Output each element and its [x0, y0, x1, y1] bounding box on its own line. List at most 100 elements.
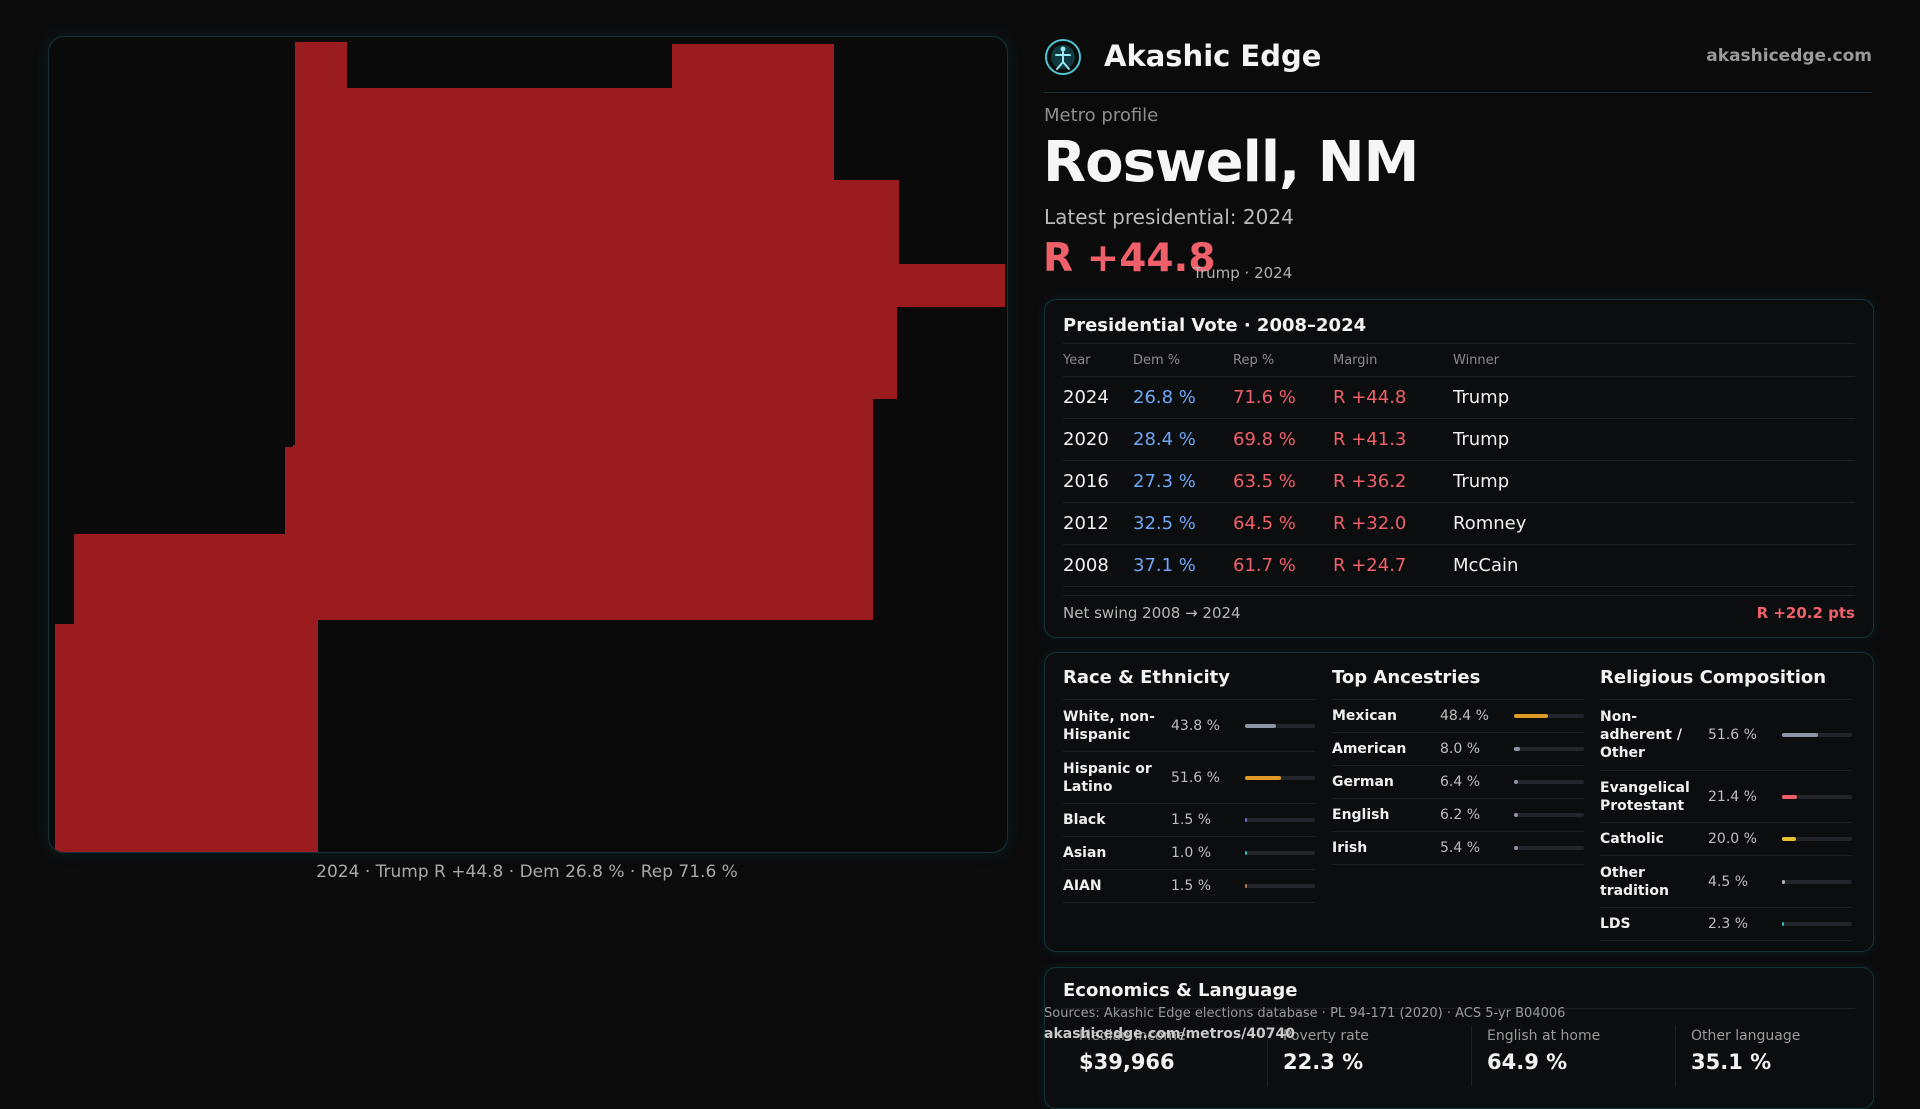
share-bar [1782, 879, 1852, 884]
share-bar-fill [1782, 879, 1786, 884]
table-row: 2008 37.1 % 61.7 % R +24.7 McCain [1063, 544, 1855, 587]
item-label: LDS [1600, 916, 1631, 932]
item-label: Black [1063, 812, 1106, 828]
share-bar-fill [1245, 884, 1248, 888]
row-dem: 27.3 % [1133, 460, 1233, 503]
divider [1471, 1026, 1472, 1086]
item-value: 51.6 % [1171, 769, 1220, 786]
other-language-stat: Other language 35.1 % [1691, 1028, 1881, 1074]
religion-title: Religious Composition [1600, 667, 1852, 700]
vote-card-title: Presidential Vote · 2008–2024 [1063, 315, 1367, 336]
stat-value: $39,966 [1079, 1050, 1175, 1074]
row-winner: McCain [1453, 544, 1855, 587]
metro-label: Metro profile [1044, 105, 1159, 126]
share-bar-fill [1782, 837, 1796, 841]
item-label: White, non-Hispanic [1063, 708, 1155, 743]
item-value: 20.0 % [1708, 831, 1757, 847]
table-row: 2020 28.4 % 69.8 % R +41.3 Trump [1063, 418, 1855, 461]
presidential-vote-card: Presidential Vote · 2008–2024 Year Dem %… [1044, 299, 1874, 638]
share-bar [1514, 714, 1584, 718]
item-label: AIAN [1063, 878, 1102, 894]
stat-label: English at home [1487, 1028, 1601, 1044]
list-item: Other tradition 4.5 % [1600, 856, 1852, 908]
header-year: Year [1063, 343, 1133, 377]
item-value: 21.4 % [1708, 788, 1757, 805]
share-bar [1245, 775, 1315, 780]
item-value: 6.4 % [1440, 774, 1481, 790]
share-bar-fill [1245, 851, 1248, 855]
list-item: Irish 5.4 % [1332, 832, 1584, 865]
row-rep: 63.5 % [1233, 460, 1333, 503]
row-margin: R +36.2 [1333, 460, 1453, 503]
divider [1675, 1026, 1676, 1086]
item-label: American [1332, 741, 1407, 757]
share-bar-fill [1245, 775, 1282, 780]
item-value: 6.2 % [1440, 807, 1481, 823]
list-item: Evangelical Protestant 21.4 % [1600, 771, 1852, 823]
county-map[interactable] [49, 37, 1007, 852]
item-value: 1.5 % [1171, 878, 1212, 894]
row-rep: 71.6 % [1233, 376, 1333, 419]
religion-column: Religious Composition Non-adherent / Oth… [1600, 667, 1852, 941]
header-winner: Winner [1453, 343, 1855, 377]
header-rep: Rep % [1233, 343, 1333, 377]
vote-table: Year Dem % Rep % Margin Winner 2024 26.8… [1063, 343, 1855, 587]
item-label: Asian [1063, 845, 1107, 861]
share-bar-fill [1514, 780, 1519, 784]
item-value: 4.5 % [1708, 873, 1749, 890]
share-bar [1245, 818, 1315, 822]
divider [1063, 1008, 1855, 1009]
county-map-panel[interactable] [48, 36, 1008, 853]
table-row: 2016 27.3 % 63.5 % R +36.2 Trump [1063, 460, 1855, 503]
item-label: Hispanic or Latino [1063, 760, 1152, 795]
item-label: German [1332, 774, 1394, 790]
stat-value: 22.3 % [1283, 1050, 1364, 1074]
county-shape[interactable] [55, 42, 1005, 852]
list-item: Black 1.5 % [1063, 804, 1315, 837]
row-dem: 32.5 % [1133, 502, 1233, 545]
stat-label: Other language [1691, 1028, 1801, 1044]
item-label: Evangelical Protestant [1600, 779, 1690, 814]
list-item: English 6.2 % [1332, 799, 1584, 832]
row-dem: 26.8 % [1133, 376, 1233, 419]
compass-figure-icon [1045, 39, 1081, 75]
item-value: 1.5 % [1171, 812, 1212, 828]
row-margin: R +41.3 [1333, 418, 1453, 461]
row-winner: Trump [1453, 418, 1855, 461]
share-bar-fill [1514, 747, 1520, 751]
latest-presidential-label: Latest presidential: 2024 [1044, 205, 1294, 229]
share-bar [1514, 747, 1584, 751]
metro-url-link[interactable]: akashicedge.com/metros/40740 [1044, 1026, 1296, 1042]
row-margin: R +32.0 [1333, 502, 1453, 545]
list-item: Catholic 20.0 % [1600, 823, 1852, 856]
race-ethnicity-column: Race & Ethnicity White, non-Hispanic 43.8… [1063, 667, 1315, 903]
stat-value: 35.1 % [1691, 1050, 1772, 1074]
row-rep: 64.5 % [1233, 502, 1333, 545]
row-year: 2020 [1063, 418, 1133, 461]
share-bar-fill [1782, 733, 1819, 737]
row-dem: 37.1 % [1133, 544, 1233, 587]
item-label: Non-adherent / Other [1600, 709, 1682, 761]
row-dem: 28.4 % [1133, 418, 1233, 461]
row-year: 2024 [1063, 376, 1133, 419]
share-bar-fill [1782, 794, 1797, 799]
item-label: English [1332, 807, 1390, 823]
item-value: 43.8 % [1171, 717, 1220, 734]
brand-url-link[interactable]: akashicedge.com [1706, 46, 1872, 66]
race-rows: White, non-Hispanic 43.8 % Hispanic or Lat… [1063, 700, 1315, 903]
share-bar [1514, 846, 1584, 850]
latest-margin-winner: Trump · 2024 [1193, 264, 1293, 282]
row-year: 2012 [1063, 502, 1133, 545]
share-bar [1245, 884, 1315, 888]
item-label: Mexican [1332, 708, 1397, 724]
item-label: Catholic [1600, 831, 1664, 847]
item-value: 48.4 % [1440, 708, 1489, 724]
demographics-card: Race & Ethnicity White, non-Hispanic 43.8… [1044, 652, 1874, 952]
page-title: Roswell, NM [1043, 130, 1419, 195]
share-bar [1514, 813, 1584, 817]
net-swing-value: R +20.2 pts [1756, 604, 1855, 622]
share-bar [1782, 837, 1852, 841]
row-rep: 61.7 % [1233, 544, 1333, 587]
list-item: AIAN 1.5 % [1063, 870, 1315, 903]
english-at-home-stat: English at home 64.9 % [1487, 1028, 1677, 1074]
